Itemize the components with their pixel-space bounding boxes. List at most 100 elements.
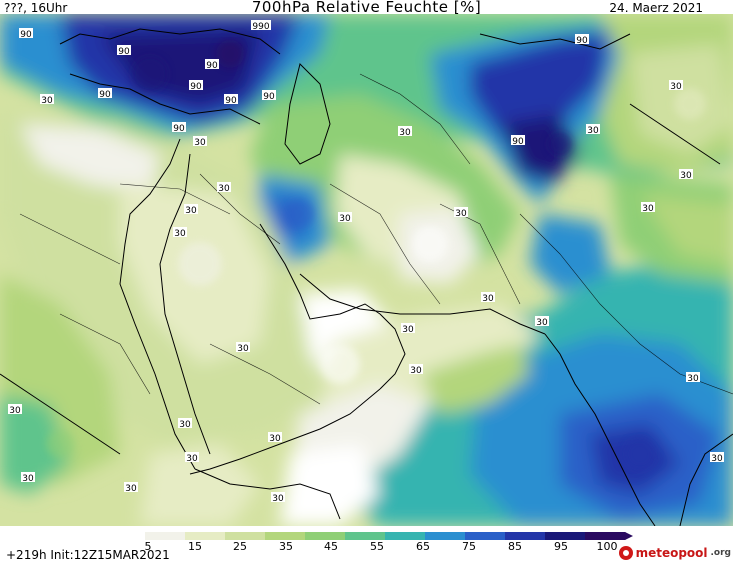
meteopool-logo[interactable]: meteopool .org: [618, 546, 731, 560]
contour-label: 30: [8, 404, 22, 416]
field-texture: [46, 40, 706, 470]
svg-text:30: 30: [179, 420, 191, 430]
contour-label: 30: [679, 169, 693, 181]
svg-text:30: 30: [185, 206, 197, 216]
contour-label: 90: [189, 80, 203, 92]
contour-label: 30: [21, 472, 35, 484]
svg-text:30: 30: [9, 406, 21, 416]
valid-time-label: ???, 16Uhr: [4, 1, 68, 15]
svg-text:30: 30: [687, 374, 699, 384]
contour-label: 30: [481, 292, 495, 304]
scale-tick: 15: [188, 540, 202, 553]
svg-text:30: 30: [410, 366, 422, 376]
svg-text:90: 90: [576, 36, 588, 46]
scale-tick: 25: [233, 540, 247, 553]
contour-label: 90: [224, 94, 238, 106]
svg-text:90: 90: [173, 124, 185, 134]
humidity-map: 90 990 90 90 90 90 90 90 90 90 90 30 30 …: [0, 14, 733, 526]
contour-label: 30: [184, 204, 198, 216]
scale-tick: 100: [596, 540, 618, 553]
svg-text:90: 90: [225, 96, 237, 106]
contour-label: 30: [669, 80, 683, 92]
scale-segment: [105, 532, 146, 540]
contour-label: 30: [686, 372, 700, 384]
svg-text:30: 30: [455, 209, 467, 219]
contour-labels: 90 990 90 90 90 90 90 90 90 90 90 30 30 …: [8, 20, 724, 504]
svg-text:30: 30: [174, 229, 186, 239]
model-run-info: +219h Init:12Z15MAR2021: [6, 548, 170, 562]
contour-label: 30: [398, 126, 412, 138]
svg-text:30: 30: [339, 214, 351, 224]
svg-text:30: 30: [218, 184, 230, 194]
scale-segment: [505, 532, 546, 540]
scale-tick: 75: [462, 540, 476, 553]
svg-text:30: 30: [402, 325, 414, 335]
logo-tld: .org: [710, 548, 731, 558]
valid-date-label: 24. Maerz 2021: [609, 1, 703, 15]
contour-label: 30: [217, 182, 231, 194]
contour-label: 30: [338, 212, 352, 224]
svg-text:990: 990: [252, 22, 269, 32]
svg-text:30: 30: [587, 126, 599, 136]
contour-label: 30: [40, 94, 54, 106]
svg-text:30: 30: [269, 434, 281, 444]
contour-label: 90: [19, 28, 33, 40]
contour-label: 30: [710, 452, 724, 464]
scale-segment: [545, 532, 586, 540]
contour-label: 30: [401, 323, 415, 335]
contour-label: 90: [262, 90, 276, 102]
svg-text:30: 30: [272, 494, 284, 504]
svg-text:90: 90: [99, 90, 111, 100]
contour-label: 30: [178, 418, 192, 430]
svg-text:90: 90: [263, 92, 275, 102]
map-footer: 5 15 25 35 45 55 65 75 85 95 100 +219h I…: [0, 526, 733, 566]
svg-text:90: 90: [190, 82, 202, 92]
color-scale-bar: [105, 532, 633, 540]
contour-label: 30: [535, 316, 549, 328]
svg-text:30: 30: [642, 204, 654, 214]
contour-label: 30: [124, 482, 138, 494]
svg-text:90: 90: [118, 47, 130, 57]
contour-label: 30: [173, 227, 187, 239]
contour-label: 30: [586, 124, 600, 136]
scale-segment: [345, 532, 386, 540]
contour-label: 30: [641, 202, 655, 214]
contour-label: 30: [268, 432, 282, 444]
scale-arrow: [625, 532, 633, 540]
svg-text:30: 30: [237, 344, 249, 354]
scale-segment: [585, 532, 626, 540]
scale-segment: [185, 532, 226, 540]
scale-segment: [425, 532, 466, 540]
scale-tick: 5: [144, 540, 152, 553]
scale-segment: [385, 532, 426, 540]
svg-text:30: 30: [125, 484, 137, 494]
contour-label: 90: [117, 45, 131, 57]
color-scale: [105, 530, 635, 542]
scale-tick: 95: [554, 540, 568, 553]
svg-text:30: 30: [186, 454, 198, 464]
contour-label: 90: [511, 135, 525, 147]
svg-text:30: 30: [482, 294, 494, 304]
contour-label: 90: [98, 88, 112, 100]
map-title: 700hPa Relative Feuchte [%]: [251, 0, 482, 16]
svg-text:30: 30: [194, 138, 206, 148]
scale-segment: [225, 532, 266, 540]
scale-tick: 45: [324, 540, 338, 553]
scale-tick: 85: [508, 540, 522, 553]
scale-tick: 55: [370, 540, 384, 553]
color-scale-ticks: 5 15 25 35 45 55 65 75 85 95 100: [0, 540, 733, 554]
contour-label: 90: [575, 34, 589, 46]
scale-segment: [145, 532, 186, 540]
scale-segment: [265, 532, 306, 540]
contour-label: 90: [205, 59, 219, 71]
scale-segment: [305, 532, 346, 540]
humidity-field-svg: 90 990 90 90 90 90 90 90 90 90 90 30 30 …: [0, 14, 733, 526]
contour-label: 30: [193, 136, 207, 148]
scale-segment: [465, 532, 506, 540]
svg-text:30: 30: [536, 318, 548, 328]
svg-text:90: 90: [512, 137, 524, 147]
svg-text:90: 90: [206, 61, 218, 71]
contour-label: 90: [172, 122, 186, 134]
svg-text:30: 30: [670, 82, 682, 92]
contour-label: 30: [236, 342, 250, 354]
